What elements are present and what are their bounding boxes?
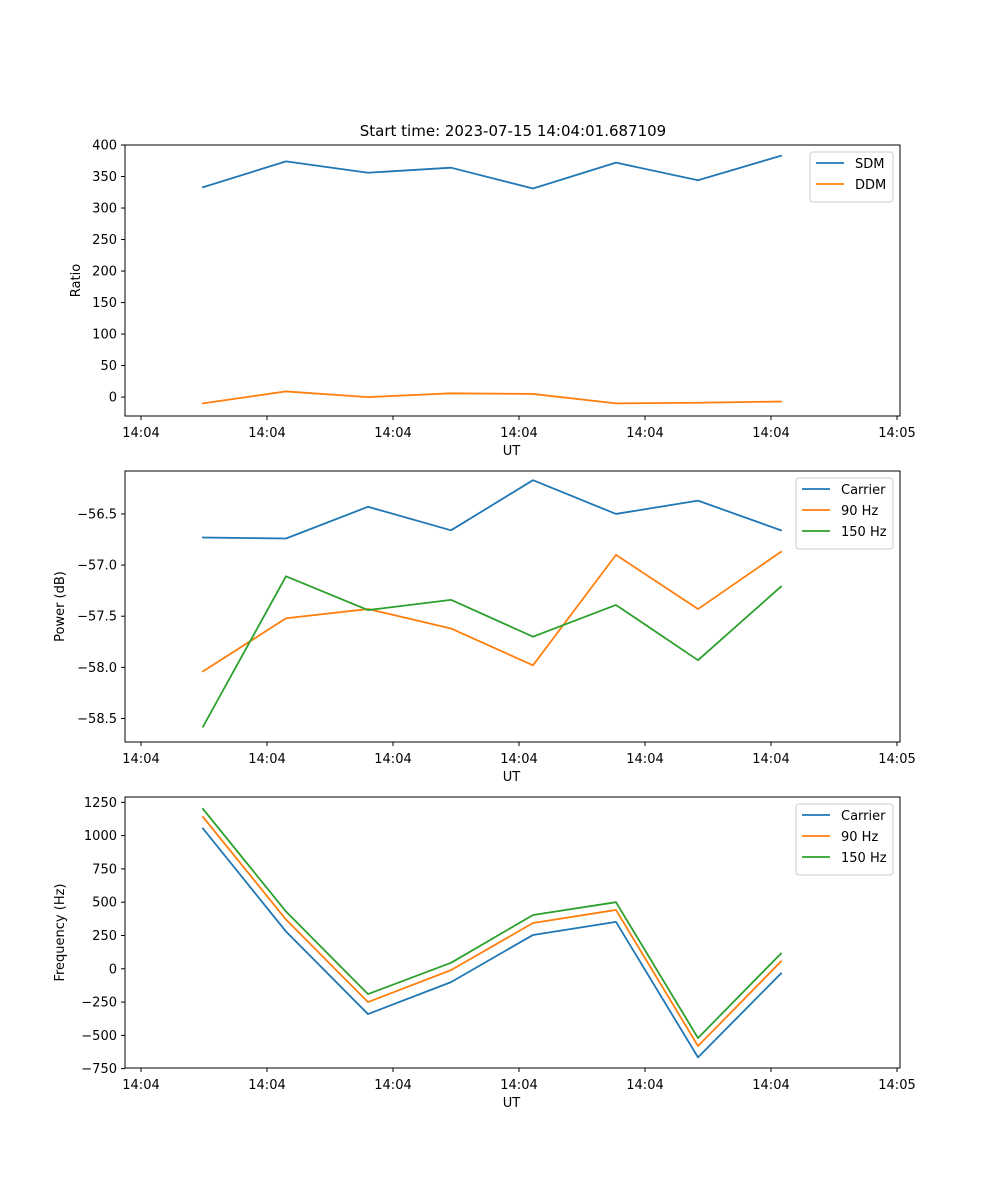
ratio-ytick-label: 150 (92, 296, 117, 311)
frequency-legend: Carrier 90 Hz 150 Hz (795, 803, 894, 876)
power-xtick-label: 14:04 (500, 752, 537, 767)
ratio-legend: SDM DDM (809, 151, 894, 203)
ratio-legend-box (809, 151, 894, 203)
power-xtick-label: 14:04 (374, 752, 411, 767)
frequency-xtick-label: 14:04 (626, 1078, 663, 1093)
power-series-150-hz (201, 575, 783, 728)
frequency-axes-frame (124, 796, 901, 1069)
power-ytick-label: −57.0 (77, 559, 117, 574)
frequency-ytick-label: −750 (81, 1062, 117, 1077)
ratio-series-sdm (201, 154, 783, 190)
ratio-xtick-label: 14:05 (878, 426, 915, 441)
ratio-ytick-label: 100 (92, 328, 117, 343)
power-legend-label-150-hz: 150 Hz (841, 525, 887, 540)
ratio-xtick-label: 14:04 (500, 426, 537, 441)
frequency-ytick-label: 750 (92, 862, 117, 877)
ratio-xtick-label: 14:04 (752, 426, 789, 441)
power-ytick-label: −57.5 (77, 610, 117, 625)
frequency-series-carrier (201, 827, 783, 1059)
power-legend: Carrier 90 Hz 150 Hz (795, 477, 894, 550)
frequency-ytick-label: 500 (92, 896, 117, 911)
power-xtick-label: 14:05 (878, 752, 915, 767)
ratio-xtick-label: 14:04 (626, 426, 663, 441)
power-ytick-label: −58.5 (77, 712, 117, 727)
ratio-x-axis-label: UT (503, 444, 521, 459)
ratio-xtick-label: 14:04 (248, 426, 285, 441)
panel-ratio: 0 50 100 150 200 250 300 350 400 14:04 14:04 14:04 1… (69, 139, 916, 460)
ratio-legend-label-sdm: SDM (855, 157, 884, 172)
ratio-xtick-label: 14:04 (122, 426, 159, 441)
panel-frequency: −750 −500 −250 0 250 500 750 1000 1250 14:04 14:04… (53, 796, 916, 1111)
frequency-ytick-label: 250 (92, 929, 117, 944)
figure-title: Start time: 2023-07-15 14:04:01.687109 (360, 122, 666, 140)
ratio-y-axis-label: Ratio (69, 264, 84, 297)
ratio-ytick-label: 50 (100, 359, 117, 374)
power-ytick-label: −56.5 (77, 507, 117, 522)
frequency-ytick-label: 0 (109, 962, 117, 977)
power-xtick-label: 14:04 (122, 752, 159, 767)
power-axes-frame (124, 470, 901, 743)
ratio-ytick-label: 350 (92, 170, 117, 185)
ratio-ytick-label: 250 (92, 233, 117, 248)
power-y-axis-label: Power (dB) (53, 571, 68, 642)
power-series-90-hz (201, 550, 783, 673)
power-legend-label-carrier: Carrier (841, 483, 886, 498)
ratio-series-ddm (201, 390, 782, 405)
ratio-ytick-label: 300 (92, 202, 117, 217)
frequency-xtick-label: 14:04 (752, 1078, 789, 1093)
frequency-ytick-label: 1250 (84, 796, 117, 811)
frequency-legend-label-90-hz: 90 Hz (841, 830, 878, 845)
frequency-xtick-label: 14:04 (248, 1078, 285, 1093)
frequency-xtick-label: 14:04 (374, 1078, 411, 1093)
frequency-legend-label-carrier: Carrier (841, 809, 886, 824)
frequency-series-90-hz (201, 815, 783, 1047)
frequency-ytick-label: 1000 (84, 829, 117, 844)
power-xtick-label: 14:04 (626, 752, 663, 767)
frequency-legend-label-150-hz: 150 Hz (841, 851, 887, 866)
frequency-xtick-label: 14:05 (878, 1078, 915, 1093)
frequency-series-150-hz (201, 807, 783, 1039)
power-ytick-label: −58.0 (77, 661, 117, 676)
power-legend-label-90-hz: 90 Hz (841, 504, 878, 519)
power-xtick-label: 14:04 (752, 752, 789, 767)
frequency-y-axis-label: Frequency (Hz) (53, 883, 68, 981)
frequency-x-axis-label: UT (503, 1096, 521, 1111)
frequency-xtick-label: 14:04 (122, 1078, 159, 1093)
power-series-carrier (202, 479, 783, 540)
ratio-ytick-label: 200 (92, 265, 117, 280)
power-x-axis-label: UT (503, 770, 521, 785)
ratio-axes-frame (124, 144, 901, 417)
frequency-ytick-label: −500 (81, 1029, 117, 1044)
power-xtick-label: 14:04 (248, 752, 285, 767)
ratio-ytick-label: 400 (92, 139, 117, 154)
ratio-ytick-label: 0 (109, 391, 117, 406)
panel-power: −58.5 −58.0 −57.5 −57.0 −56.5 14:04 14:04 14:04… (53, 470, 916, 785)
frequency-ytick-label: −250 (81, 996, 117, 1011)
frequency-xtick-label: 14:04 (500, 1078, 537, 1093)
ratio-legend-label-ddm: DDM (855, 178, 886, 193)
ratio-xtick-label: 14:04 (374, 426, 411, 441)
